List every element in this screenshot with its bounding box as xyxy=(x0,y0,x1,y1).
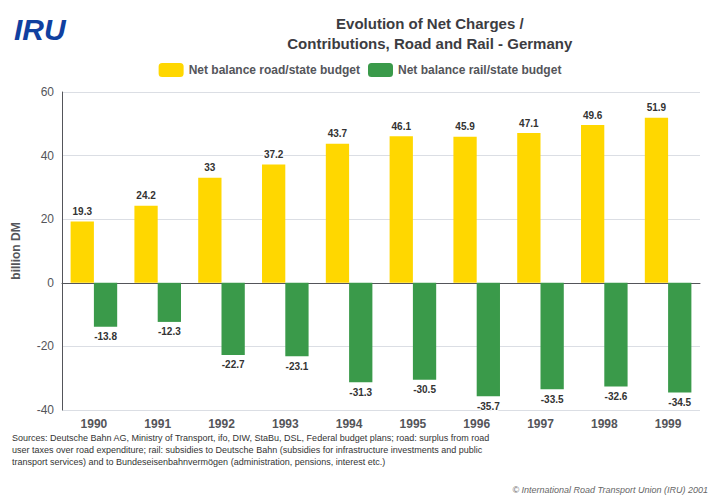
svg-text:IRU: IRU xyxy=(14,13,67,46)
svg-text:-31.3: -31.3 xyxy=(349,387,372,398)
svg-text:-13.8: -13.8 xyxy=(94,331,117,342)
svg-text:1991: 1991 xyxy=(144,417,171,431)
svg-text:Sources: Deutsche Bahn AG, Min: Sources: Deutsche Bahn AG, Ministry of T… xyxy=(12,433,489,443)
svg-text:19.3: 19.3 xyxy=(73,206,93,217)
svg-text:33: 33 xyxy=(204,162,216,173)
svg-text:-12.3: -12.3 xyxy=(158,326,181,337)
svg-text:-35.7: -35.7 xyxy=(477,401,500,412)
svg-text:1994: 1994 xyxy=(336,417,363,431)
svg-text:Net balance rail/state budget: Net balance rail/state budget xyxy=(398,63,561,77)
svg-text:1990: 1990 xyxy=(81,417,108,431)
svg-text:-33.5: -33.5 xyxy=(541,394,564,405)
svg-text:1997: 1997 xyxy=(527,417,554,431)
svg-text:46.1: 46.1 xyxy=(392,121,412,132)
svg-text:1998: 1998 xyxy=(591,417,618,431)
svg-text:0: 0 xyxy=(47,276,54,290)
svg-text:© International Road Transport: © International Road Transport Union (IR… xyxy=(512,485,708,495)
svg-text:Evolution of Net Charges /: Evolution of Net Charges / xyxy=(336,15,524,32)
svg-text:1999: 1999 xyxy=(655,417,682,431)
svg-text:-32.6: -32.6 xyxy=(605,391,628,402)
svg-text:49.6: 49.6 xyxy=(583,110,603,121)
svg-text:1995: 1995 xyxy=(400,417,427,431)
svg-text:-20: -20 xyxy=(37,339,55,353)
svg-text:-23.1: -23.1 xyxy=(286,361,309,372)
svg-text:45.9: 45.9 xyxy=(455,121,475,132)
svg-text:24.2: 24.2 xyxy=(136,190,156,201)
svg-text:-40: -40 xyxy=(37,403,55,417)
svg-text:43.7: 43.7 xyxy=(328,128,348,139)
svg-text:1992: 1992 xyxy=(208,417,235,431)
svg-text:-30.5: -30.5 xyxy=(413,384,436,395)
svg-text:1993: 1993 xyxy=(272,417,299,431)
svg-text:1996: 1996 xyxy=(463,417,490,431)
svg-text:51.9: 51.9 xyxy=(647,102,667,113)
svg-text:37.2: 37.2 xyxy=(264,149,284,160)
svg-text:20: 20 xyxy=(41,212,55,226)
svg-text:60: 60 xyxy=(41,85,55,99)
svg-text:40: 40 xyxy=(41,149,55,163)
svg-text:Contributions, Road and Rail -: Contributions, Road and Rail - Germany xyxy=(287,35,573,52)
svg-text:-22.7: -22.7 xyxy=(222,359,245,370)
svg-text:-34.5: -34.5 xyxy=(668,397,691,408)
svg-text:transport services) and to Bun: transport services) and to Bundeseisenba… xyxy=(12,457,385,467)
svg-text:Net balance road/state budget: Net balance road/state budget xyxy=(189,63,360,77)
svg-text:user taxes over road expenditu: user taxes over road expenditure; rail: … xyxy=(12,445,483,455)
svg-text:47.1: 47.1 xyxy=(519,118,539,129)
svg-text:billion DM: billion DM xyxy=(9,222,23,279)
